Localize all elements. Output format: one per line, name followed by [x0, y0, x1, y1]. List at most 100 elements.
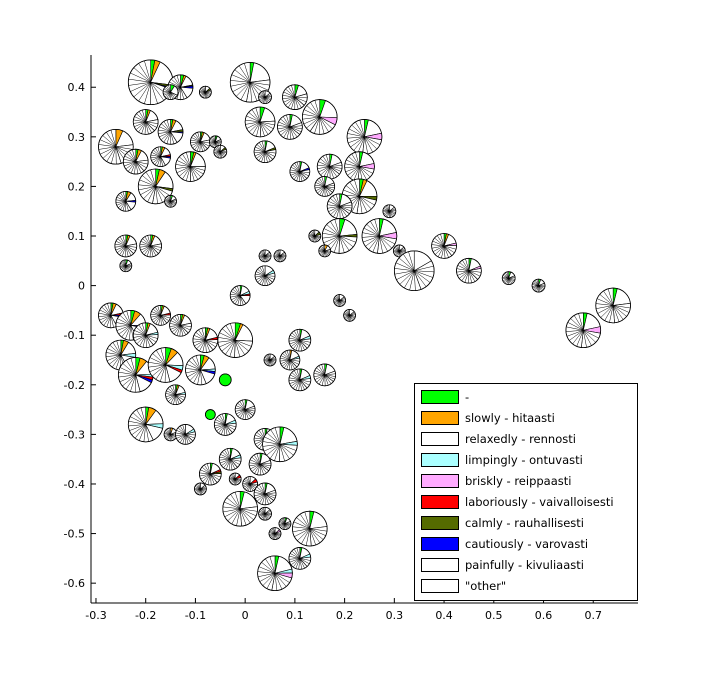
pie-hatch [236, 508, 241, 526]
pie-hatch [133, 82, 151, 98]
pie-hatch [383, 208, 390, 212]
pie-hatch [201, 328, 206, 341]
pie-hatch [348, 136, 365, 144]
pie-hatch [205, 339, 218, 344]
pie-hatch [160, 364, 166, 382]
pie-hatch [260, 463, 271, 467]
pie-hatch [264, 493, 269, 505]
pie-hatch [265, 355, 271, 361]
pie-hatch [365, 235, 380, 247]
pie-hatch [441, 245, 445, 259]
pie-hatch [238, 65, 251, 83]
pie-hatch [287, 97, 296, 108]
pie-hatch [200, 488, 203, 495]
pie-hatch [290, 339, 301, 347]
pie-hatch [280, 358, 290, 361]
pie-hatch [359, 196, 372, 210]
pie-hatch [383, 210, 390, 215]
pie-hatch [233, 478, 236, 485]
pie-hatch [217, 416, 226, 425]
pie-hatch [253, 454, 261, 465]
pie-hatch [565, 329, 584, 332]
pie-hatch [136, 113, 146, 123]
pie-slice [128, 59, 151, 105]
pie-hatch [121, 245, 127, 257]
pie-hatch [292, 164, 301, 172]
pie-hatch [142, 109, 146, 123]
pie-hatch [280, 519, 286, 524]
pie-hatch [215, 151, 221, 157]
pie-hatch [264, 97, 269, 103]
pie-hatch [127, 161, 136, 172]
pie-outline [262, 426, 298, 463]
pie-glyph [393, 250, 435, 292]
x-tick-label: 0.5 [485, 609, 503, 622]
pie-hatch [199, 141, 201, 152]
pie-hatch [118, 201, 126, 208]
pie-hatch [284, 351, 291, 361]
pie-hatch [258, 512, 266, 514]
pie-hatch [265, 254, 272, 257]
pie-hatch [117, 318, 131, 326]
pie-hatch [260, 255, 266, 260]
pie-hatch [292, 558, 301, 568]
pie-hatch [210, 141, 216, 146]
pie-hatch [230, 82, 251, 87]
pie-hatch [125, 264, 132, 267]
pie-hatch [316, 179, 325, 187]
pie-hatch [145, 335, 151, 347]
pie-hatch [264, 255, 270, 261]
pie-hatch [333, 235, 340, 253]
pie-hatch [249, 483, 253, 492]
pie-hatch [349, 181, 360, 197]
pie-hatch [249, 459, 261, 465]
pie-hatch [293, 548, 301, 559]
pie-hatch [262, 513, 266, 520]
pie-hatch [262, 493, 266, 505]
pie-hatch [583, 330, 599, 339]
pie-hatch [322, 235, 340, 239]
pie-outline [277, 114, 303, 140]
pie-hatch [225, 424, 237, 427]
pie-hatch [269, 359, 276, 363]
pie-hatch [315, 186, 325, 192]
pie-hatch [119, 367, 136, 376]
pie-hatch [309, 528, 324, 540]
pie-hatch [166, 119, 171, 132]
pie-hatch [462, 260, 470, 271]
pie-glyph [431, 233, 457, 259]
pie-outline [213, 144, 228, 159]
pie-hatch [180, 325, 184, 337]
pie-hatch [219, 456, 231, 460]
pie-hatch [176, 430, 186, 435]
pie-hatch [259, 267, 266, 276]
pie-glyph [263, 353, 277, 367]
pie-hatch [254, 464, 261, 474]
pie-outline [361, 218, 398, 254]
pie-hatch [144, 82, 151, 104]
pie-hatch [185, 369, 201, 374]
pie-glyph [192, 327, 219, 353]
pie-hatch [157, 156, 161, 167]
pie-hatch [321, 374, 325, 386]
pie-outline [213, 413, 237, 436]
pie-hatch [508, 278, 513, 284]
pie-hatch [168, 84, 171, 93]
pie-hatch [155, 364, 166, 380]
pie-hatch [330, 206, 340, 215]
pie-hatch [313, 235, 316, 242]
pie-glyph [501, 271, 516, 286]
pie-hatch [200, 488, 207, 491]
pie-hatch [99, 139, 116, 147]
pie-hatch [133, 334, 146, 338]
pie-hatch [239, 508, 247, 526]
pie-hatch [283, 91, 295, 98]
pie-glyph [228, 472, 242, 486]
pie-hatch [136, 335, 146, 345]
pie-hatch [536, 279, 539, 286]
pie-hatch [269, 530, 276, 534]
pie-hatch [205, 92, 209, 98]
pie-hatch [299, 558, 311, 561]
pie-hatch [323, 235, 340, 244]
pie-hatch [234, 340, 241, 357]
